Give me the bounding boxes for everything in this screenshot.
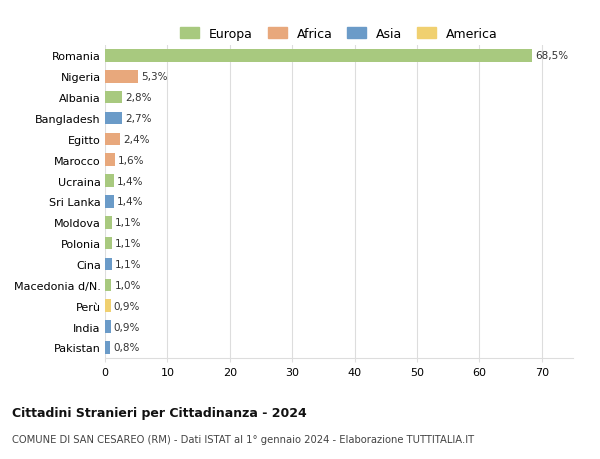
Text: 0,9%: 0,9% bbox=[114, 322, 140, 332]
Bar bbox=[105, 320, 110, 333]
Text: Cittadini Stranieri per Cittadinanza - 2024: Cittadini Stranieri per Cittadinanza - 2… bbox=[12, 406, 307, 419]
Text: 68,5%: 68,5% bbox=[536, 51, 569, 62]
Bar bbox=[105, 341, 110, 354]
Text: COMUNE DI SAN CESAREO (RM) - Dati ISTAT al 1° gennaio 2024 - Elaborazione TUTTIT: COMUNE DI SAN CESAREO (RM) - Dati ISTAT … bbox=[12, 434, 474, 444]
Bar bbox=[105, 112, 122, 125]
Text: 2,8%: 2,8% bbox=[125, 93, 152, 103]
Bar bbox=[105, 175, 114, 187]
Text: 2,7%: 2,7% bbox=[125, 114, 151, 124]
Bar bbox=[105, 196, 114, 208]
Text: 1,1%: 1,1% bbox=[115, 259, 142, 269]
Legend: Europa, Africa, Asia, America: Europa, Africa, Asia, America bbox=[176, 24, 502, 45]
Bar bbox=[105, 50, 532, 62]
Text: 2,4%: 2,4% bbox=[123, 134, 149, 145]
Bar bbox=[105, 258, 112, 271]
Bar bbox=[105, 71, 138, 84]
Bar bbox=[105, 154, 115, 167]
Text: 1,6%: 1,6% bbox=[118, 155, 145, 165]
Bar bbox=[105, 133, 120, 146]
Text: 1,1%: 1,1% bbox=[115, 218, 142, 228]
Text: 1,1%: 1,1% bbox=[115, 239, 142, 249]
Bar bbox=[105, 237, 112, 250]
Bar bbox=[105, 92, 122, 104]
Bar bbox=[105, 300, 110, 312]
Bar bbox=[105, 217, 112, 229]
Text: 5,3%: 5,3% bbox=[141, 72, 167, 82]
Text: 1,4%: 1,4% bbox=[117, 197, 143, 207]
Bar bbox=[105, 279, 111, 291]
Text: 0,8%: 0,8% bbox=[113, 342, 139, 353]
Text: 1,0%: 1,0% bbox=[115, 280, 141, 290]
Text: 1,4%: 1,4% bbox=[117, 176, 143, 186]
Text: 0,9%: 0,9% bbox=[114, 301, 140, 311]
